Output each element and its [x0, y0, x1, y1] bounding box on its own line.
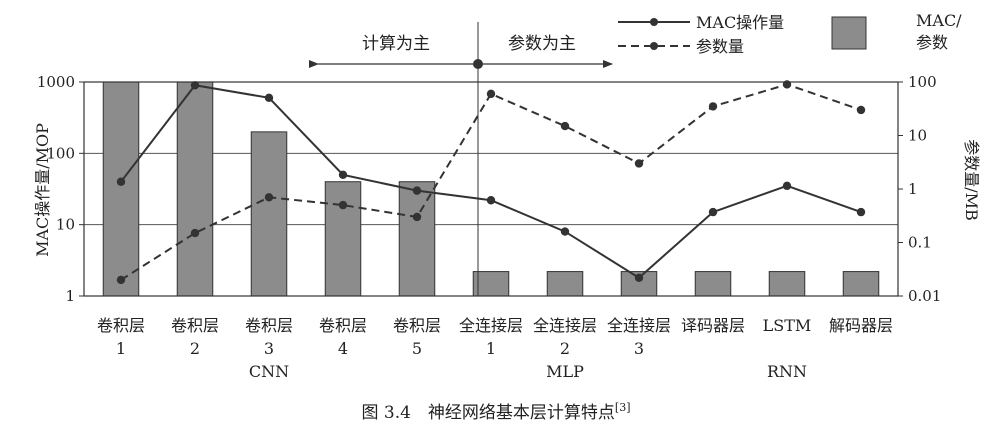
right-tick-label: 0.01 — [908, 287, 941, 305]
right-tick-label: 0.1 — [908, 234, 932, 252]
mac-operations-point — [560, 227, 570, 236]
x-tick-label-index: 1 — [486, 339, 496, 358]
x-tick-label-index: 5 — [412, 339, 422, 358]
x-tick-label-index: 4 — [338, 339, 348, 358]
bar-mac-per-param — [472, 271, 510, 297]
legend-bar-label-line2: 参数 — [916, 33, 948, 52]
x-tick-label: 全连接层 — [607, 316, 671, 335]
bar-mac-per-param — [842, 271, 880, 297]
caption-reference: [3] — [615, 401, 631, 414]
group-labels: CNN MLP RNN — [249, 362, 807, 381]
x-tick-label: 卷积层 — [245, 316, 293, 335]
x-tick-label: LSTM — [763, 316, 812, 335]
line-series — [116, 80, 866, 285]
parameter-size-point — [412, 212, 422, 222]
bar-mac-per-param — [694, 271, 732, 297]
bar-mac-per-param — [546, 271, 584, 297]
param-dominant-label: 参数为主 — [508, 34, 576, 54]
x-axis-labels: 卷积层 1 卷积层 2 卷积层 3 卷积层 4 卷积层 5 全连接层 1 全连接层 2 全连接层 3 译码器层 L… — [97, 316, 893, 358]
parameter-size-point — [338, 200, 348, 210]
left-y-axis: 1 10 100 1000 — [37, 73, 84, 305]
x-tick-label: 卷积层 — [393, 316, 441, 335]
mac-operations-point — [412, 186, 422, 195]
parameter-size-point — [560, 121, 570, 131]
legend-bar-swatch — [831, 16, 867, 50]
x-tick-label-index: 1 — [116, 339, 126, 358]
mac-operations-point — [338, 170, 348, 180]
parameter-size-point — [856, 105, 866, 115]
parameter-size-point — [486, 89, 496, 99]
group-label: MLP — [546, 362, 584, 381]
grid-lines — [84, 152, 898, 226]
x-tick-label-index: 2 — [560, 339, 570, 358]
parameter-size-point — [264, 193, 274, 202]
legend-param-marker — [650, 42, 658, 50]
mac-operations-point — [634, 273, 644, 282]
bar-mac-per-param — [176, 81, 214, 297]
figure-caption: 图 3.4 神经网络基本层计算特点[3] — [361, 401, 630, 423]
x-tick-label: 卷积层 — [319, 316, 367, 335]
parameter-size-point — [116, 275, 126, 285]
right-y-axis-title: 参数量/MB — [962, 139, 981, 221]
mac-operations-point — [782, 181, 792, 191]
left-tick-label: 100 — [46, 144, 75, 162]
right-tick-label: 100 — [908, 73, 937, 91]
x-tick-label: 译码器层 — [681, 316, 745, 335]
x-tick-label: 解码器层 — [829, 316, 893, 335]
mac-operations-point — [264, 93, 274, 103]
bar-mac-per-param — [324, 181, 362, 297]
parameter-size-line — [120, 83, 862, 281]
parameter-size-point — [634, 159, 644, 168]
legend-param-label: 参数量 — [696, 37, 744, 56]
legend: MAC操作量 参数量 MAC/ 参数 — [618, 11, 962, 56]
left-tick-label: 10 — [56, 216, 75, 234]
right-tick-label: 1 — [908, 180, 918, 198]
left-tick-label: 1 — [65, 287, 75, 305]
mac-operations-line — [120, 84, 862, 280]
x-tick-label-index: 2 — [190, 339, 200, 358]
legend-bar-label-line1: MAC/ — [916, 11, 962, 30]
mac-operations-point — [856, 207, 866, 217]
compute-dominant-label: 计算为主 — [362, 34, 430, 54]
mac-operations-point — [486, 196, 496, 205]
region-annotation: 计算为主 参数为主 — [309, 22, 613, 296]
right-tick-label: 10 — [908, 127, 927, 145]
bar-mac-per-param — [250, 131, 288, 297]
legend-mac-label: MAC操作量 — [696, 13, 784, 32]
divider-point — [473, 59, 483, 69]
left-tick-label: 1000 — [37, 73, 75, 91]
bar-mac-per-param — [768, 271, 806, 297]
bar-series — [102, 81, 880, 297]
bar-mac-per-param — [102, 81, 140, 297]
mac-operations-point — [190, 81, 200, 90]
parameter-size-point — [190, 228, 200, 238]
plot-area — [83, 80, 899, 297]
right-y-axis: 0.01 0.1 1 10 100 — [898, 73, 941, 305]
left-y-axis-title: MAC操作量/MOP — [33, 123, 52, 257]
x-tick-label: 全连接层 — [533, 316, 597, 335]
x-tick-label: 卷积层 — [171, 316, 219, 335]
x-tick-label: 卷积层 — [97, 316, 145, 335]
bar-mac-per-param — [398, 181, 436, 297]
caption-text: 图 3.4 神经网络基本层计算特点 — [361, 403, 614, 423]
mac-operations-point — [116, 177, 126, 186]
legend-mac-marker — [650, 18, 658, 26]
group-label: CNN — [249, 362, 289, 381]
mac-operations-point — [708, 207, 718, 217]
x-tick-label-index: 3 — [634, 339, 644, 358]
x-tick-label: 全连接层 — [459, 316, 523, 335]
parameter-size-point — [708, 102, 718, 111]
group-label: RNN — [767, 362, 807, 381]
x-tick-label-index: 3 — [264, 339, 274, 358]
